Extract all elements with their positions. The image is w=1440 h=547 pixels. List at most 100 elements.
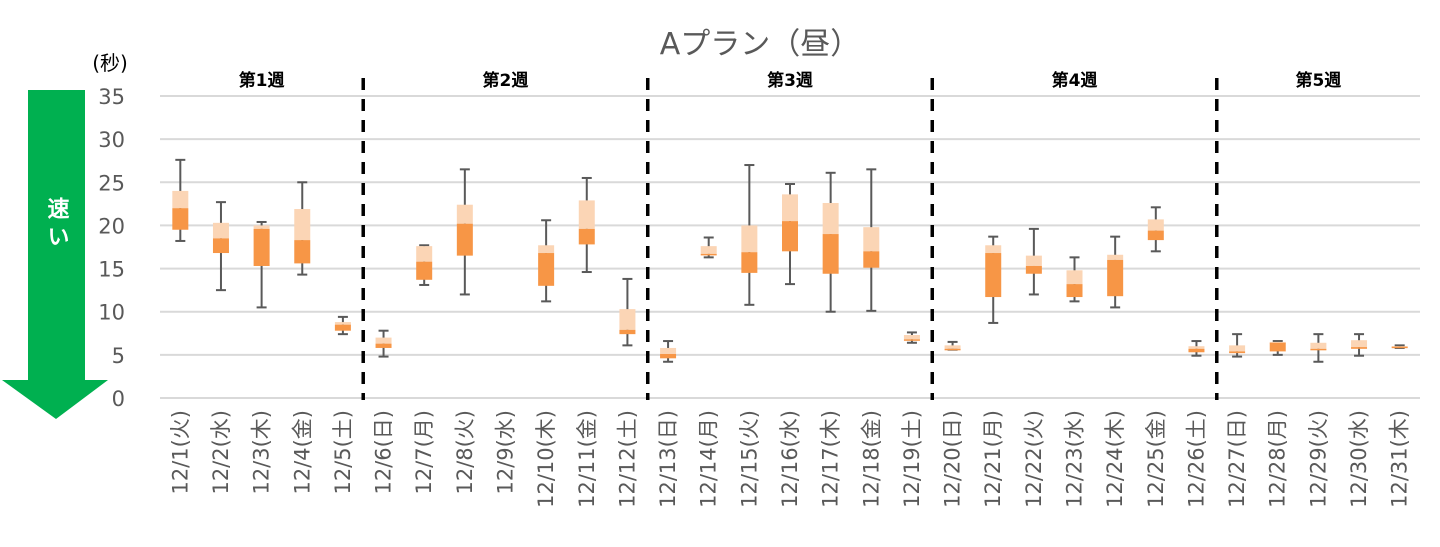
box-upper <box>1066 270 1083 285</box>
x-tick-label: 12/9(水) <box>493 410 517 495</box>
week-label: 第1週 <box>239 70 285 91</box>
x-tick-label: 12/30(水) <box>1347 410 1371 508</box>
box-lower <box>822 234 839 274</box>
box-lower <box>944 348 961 351</box>
box-lower <box>1188 348 1205 353</box>
x-tick-label: 12/26(土) <box>1184 410 1208 508</box>
box-upper <box>944 345 961 349</box>
box-lower <box>456 223 473 256</box>
box-lower <box>619 329 636 335</box>
box-lower <box>985 253 1002 298</box>
box-upper <box>1147 219 1164 231</box>
x-tick-label: 12/5(土) <box>331 410 355 495</box>
box-upper <box>903 335 920 340</box>
box-lower <box>1310 348 1327 351</box>
box-upper <box>822 202 839 235</box>
x-tick-label: 12/17(木) <box>819 410 843 508</box>
box-lower <box>416 261 433 280</box>
y-axis-label: (秒) <box>92 51 128 75</box>
box-upper <box>294 209 311 241</box>
y-tick-label: 30 <box>98 128 125 152</box>
box-upper <box>172 190 189 209</box>
box-upper <box>538 245 555 254</box>
week-label: 第4週 <box>1052 70 1098 91</box>
box-upper <box>212 222 229 239</box>
faster-label: 速い <box>44 196 70 253</box>
box-lower <box>1147 230 1164 241</box>
box-lower <box>1351 347 1368 349</box>
chart-title: Aプラン（昼） <box>660 27 861 62</box>
box-lower <box>863 251 880 268</box>
box-upper <box>253 225 270 229</box>
y-tick-label: 35 <box>98 85 125 109</box>
box-upper <box>1025 255 1042 266</box>
box-upper <box>660 347 677 354</box>
box-upper <box>416 246 433 262</box>
x-tick-label: 12/1(火) <box>168 410 192 495</box>
box-upper <box>1351 340 1368 348</box>
box-upper <box>1107 254 1124 260</box>
x-tick-label: 12/29(火) <box>1306 410 1330 508</box>
box-upper <box>700 246 717 254</box>
box-upper <box>375 337 392 344</box>
box-lower <box>1107 259 1124 297</box>
box-upper <box>334 322 351 325</box>
box-lower <box>1066 284 1083 298</box>
x-tick-label: 12/15(火) <box>737 410 761 508</box>
box-lower <box>334 324 351 331</box>
box-lower <box>903 339 920 341</box>
week-label: 第5週 <box>1295 70 1341 91</box>
x-tick-label: 12/25(金) <box>1144 410 1168 508</box>
box-upper <box>985 245 1002 254</box>
x-tick-label: 12/11(金) <box>575 410 599 508</box>
box-upper <box>1188 346 1205 349</box>
x-tick-label: 12/2(水) <box>209 410 233 495</box>
y-tick-label: 20 <box>98 214 125 238</box>
box-lower <box>1391 346 1408 349</box>
box-upper <box>863 227 880 252</box>
box-lower <box>294 240 311 264</box>
box-upper <box>741 225 758 253</box>
box-lower <box>660 353 677 359</box>
x-tick-label: 12/23(水) <box>1063 410 1087 508</box>
x-tick-label: 12/8(火) <box>453 410 477 495</box>
y-tick-label: 25 <box>98 171 125 195</box>
x-tick-label: 12/14(月) <box>697 410 721 508</box>
box-lower <box>741 252 758 273</box>
box-upper <box>1229 345 1246 352</box>
x-tick-label: 12/27(日) <box>1225 410 1249 508</box>
x-tick-label: 12/13(日) <box>656 410 680 508</box>
box-lower <box>578 228 595 245</box>
box-upper <box>619 309 636 330</box>
box-lower <box>172 208 189 230</box>
x-tick-label: 12/24(木) <box>1103 410 1127 508</box>
box-lower <box>700 253 717 256</box>
x-tick-label: 12/22(火) <box>1022 410 1046 508</box>
box-lower <box>253 228 270 266</box>
x-tick-label: 12/28(月) <box>1266 410 1290 508</box>
x-tick-label: 12/16(水) <box>778 410 802 508</box>
x-tick-label: 12/10(木) <box>534 410 558 508</box>
x-tick-label: 12/19(土) <box>900 410 924 508</box>
y-tick-label: 10 <box>98 301 125 325</box>
faster-arrow-icon <box>2 90 108 419</box>
box-lower <box>1025 265 1042 274</box>
box-upper <box>782 194 798 222</box>
x-tick-label: 12/21(月) <box>981 410 1005 508</box>
y-tick-label: 0 <box>112 387 125 411</box>
week-label: 第3週 <box>767 70 813 91</box>
x-tick-label: 12/31(木) <box>1388 410 1412 508</box>
box-upper <box>1269 341 1286 344</box>
box-lower <box>212 238 229 254</box>
box-upper <box>456 204 473 224</box>
box-lower <box>538 253 555 286</box>
x-tick-label: 12/3(木) <box>250 410 274 495</box>
x-tick-label: 12/18(金) <box>859 410 883 508</box>
x-tick-label: 12/20(日) <box>941 410 965 508</box>
x-tick-label: 12/12(土) <box>615 410 639 508</box>
box-lower <box>1229 351 1246 354</box>
box-upper <box>1310 342 1327 349</box>
box-upper <box>578 200 595 229</box>
y-tick-label: 15 <box>98 258 125 282</box>
